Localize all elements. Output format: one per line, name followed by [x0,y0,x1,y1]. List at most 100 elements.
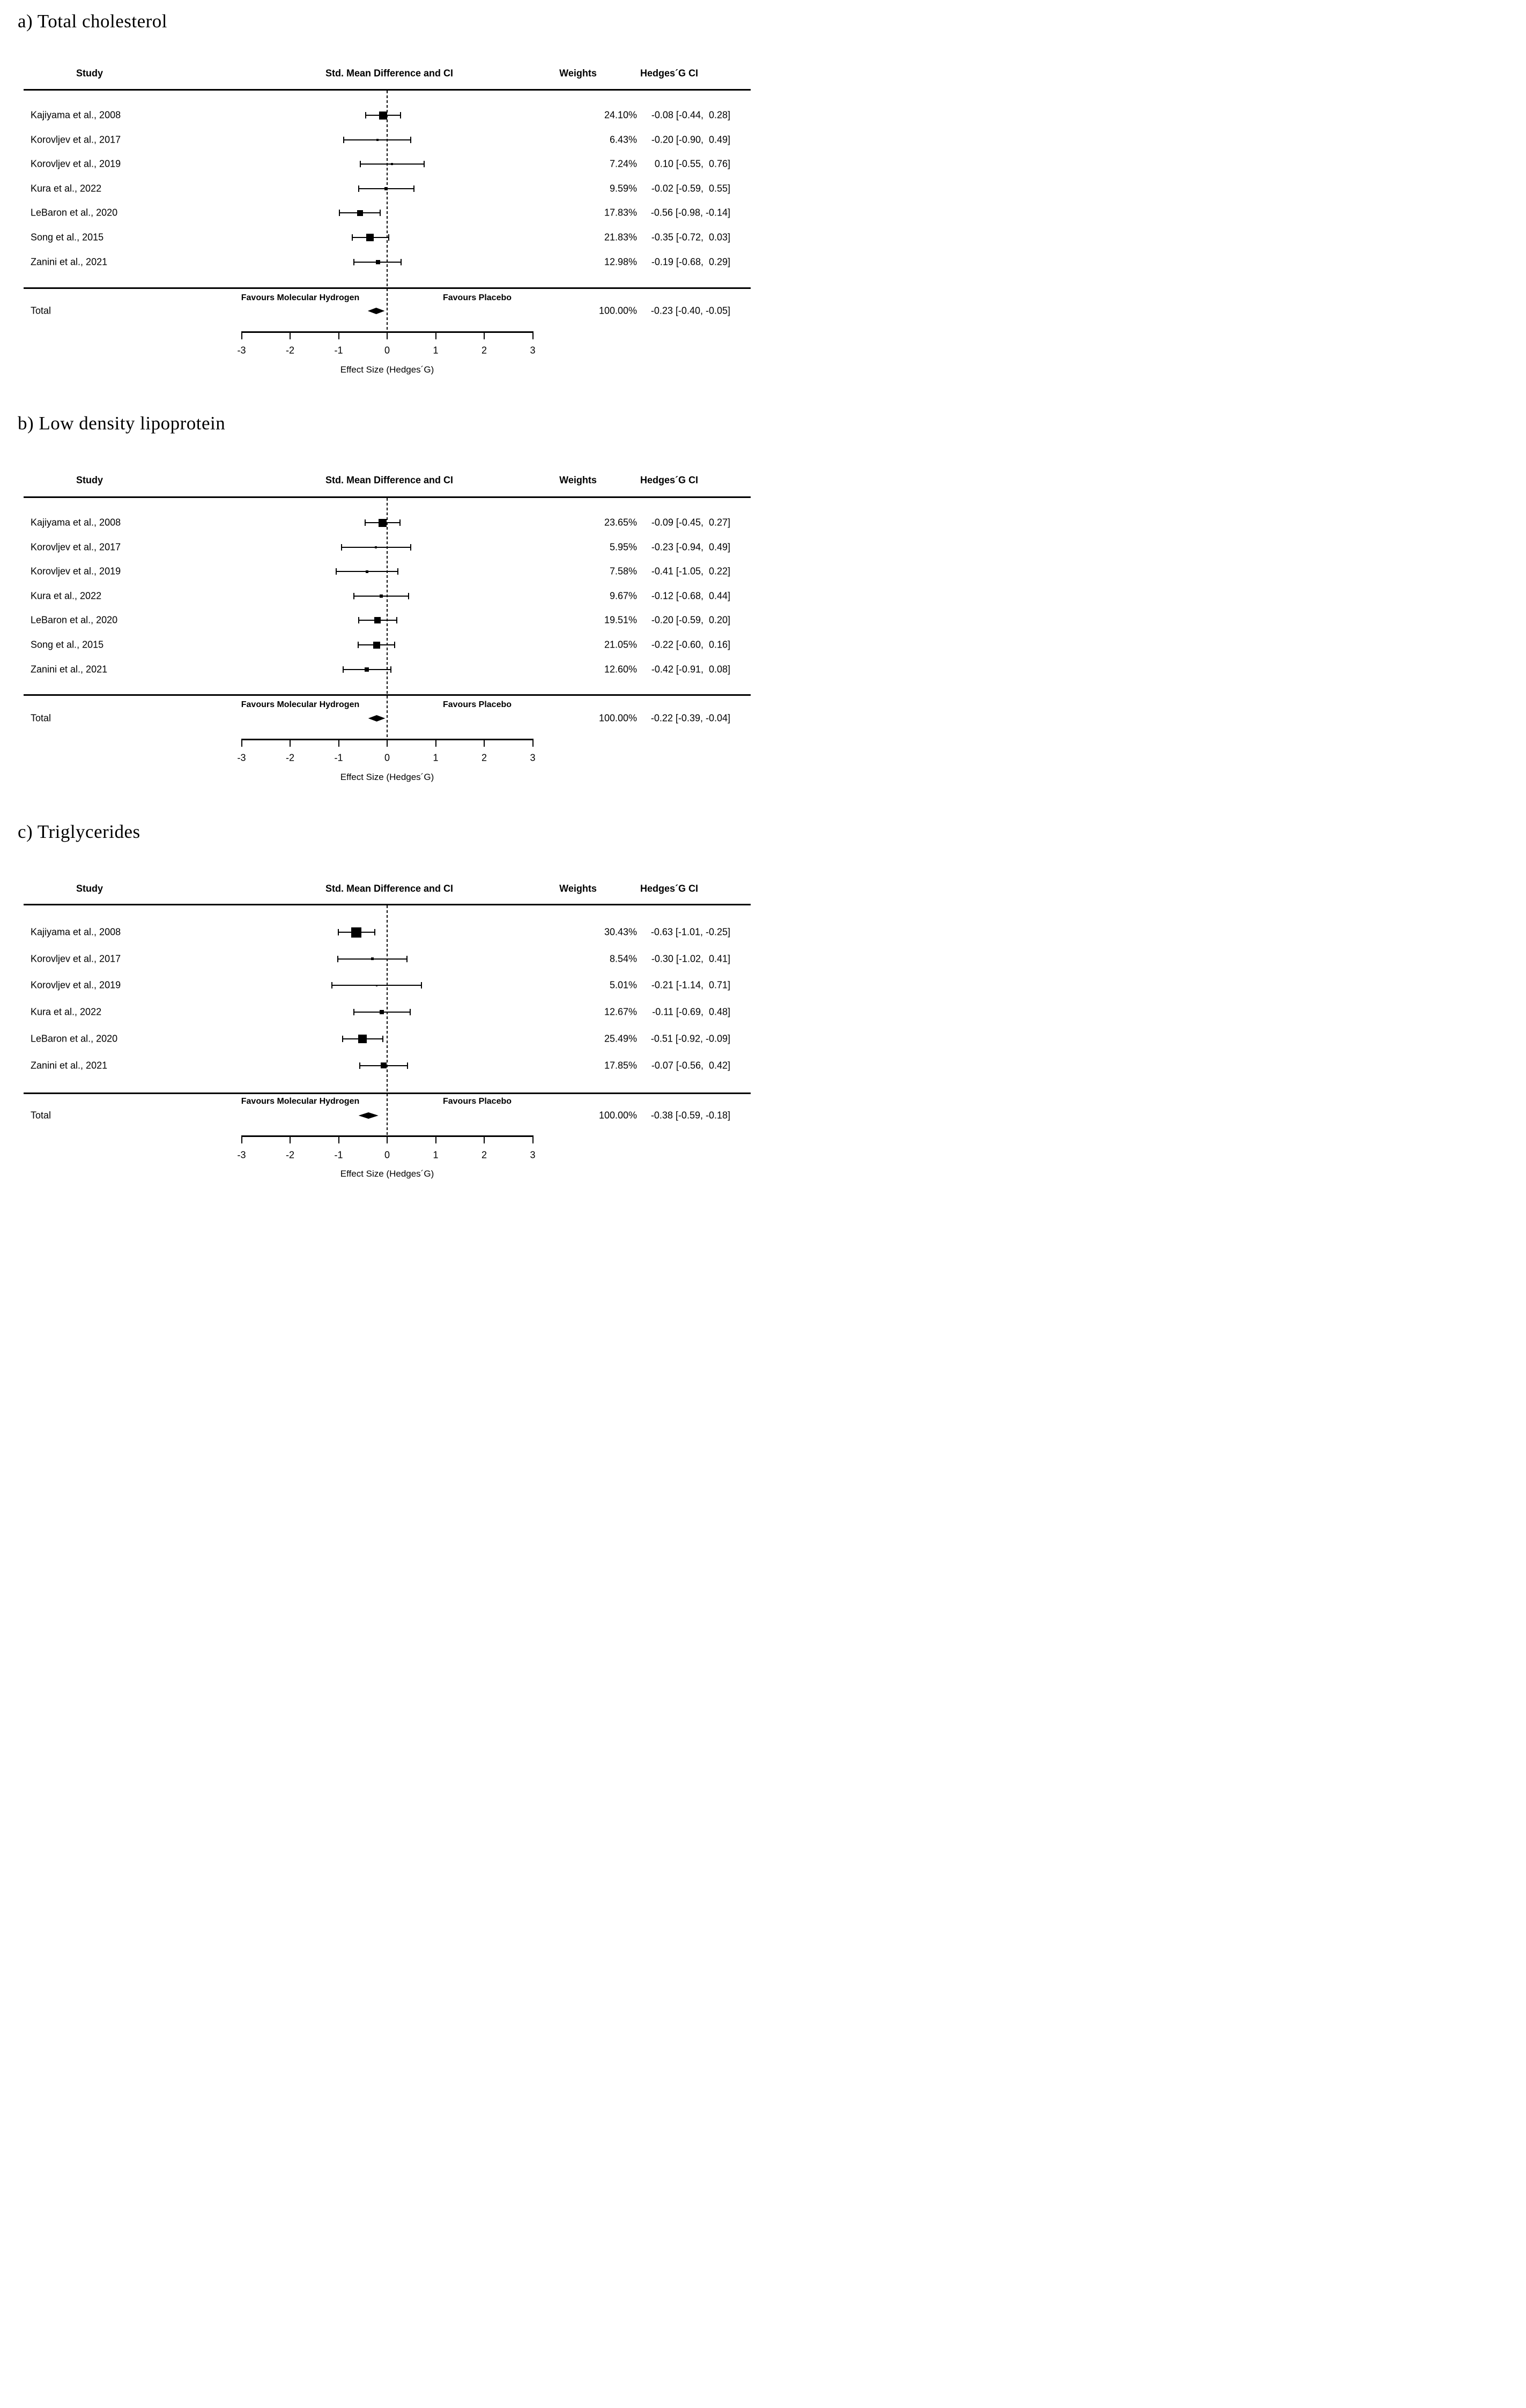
study-label: Kajiyama et al., 2008 [31,517,121,528]
column-header-study: Study [76,883,103,894]
weight-value: 7.58% [609,566,637,577]
column-header-weights: Weights [559,68,597,79]
axis-tick [484,331,485,339]
total-rule [24,1092,751,1094]
axis-tick [435,1135,436,1143]
column-header-weights: Weights [559,883,597,894]
effect-marker [384,187,388,190]
ci-cap-left [359,1062,361,1069]
column-header-weights: Weights [559,474,597,486]
ci-cap-left [360,161,361,168]
axis-tick [387,331,388,339]
ci-value: -0.20 [-0.59, 0.20] [651,614,730,626]
forest-plot-figure: a) Total cholesterol Study Std. Mean Diffe… [0,0,763,1204]
study-label: Song et al., 2015 [31,232,104,243]
ci-value: -0.08 [-0.44, 0.28] [651,109,730,121]
axis-tick-label: 0 [384,752,390,763]
favours-right-label: Favours Placebo [442,700,512,709]
axis-tick [338,331,339,339]
axis-tick-label: -2 [285,752,295,763]
ci-value: -0.11 [-0.69, 0.48] [652,1006,730,1017]
ci-cap-left [357,642,359,648]
ci-cap-left [337,929,339,935]
weight-value: 17.85% [604,1060,637,1071]
ci-value: -0.09 [-0.45, 0.27] [651,517,730,528]
study-label: Kura et al., 2022 [31,183,102,194]
ci-value: -0.22 [-0.60, 0.16] [651,639,730,650]
ci-cap-right [380,210,381,217]
total-weight: 100.00% [598,305,637,316]
axis-tick-label: 2 [481,752,487,763]
ci-cap-right [407,1062,408,1069]
ci-cap-right [421,982,423,989]
total-ci: -0.23 [-0.40, -0.05] [650,305,730,316]
study-label: LeBaron et al., 2020 [31,614,118,626]
study-label: Korovljev et al., 2019 [31,979,121,991]
axis-tick-label: 2 [481,345,487,356]
effect-marker [375,259,380,264]
column-header-hedges: Hedges´G CI [640,68,699,79]
study-label: Kajiyama et al., 2008 [31,926,121,938]
axis-tick-label: 1 [433,345,439,356]
ci-value: -0.21 [-1.14, 0.71] [651,979,730,991]
axis-tick-label: -1 [334,345,343,356]
axis-tick [290,739,291,747]
column-header-hedges: Hedges´G CI [640,474,699,486]
ci-value: -0.56 [-0.98, -0.14] [650,207,730,218]
axis-tick-label: 1 [433,752,439,763]
ci-cap-left [342,1035,343,1042]
study-label: Korovljev et al., 2017 [31,953,121,964]
favours-right-label: Favours Placebo [442,1097,512,1106]
study-label: Kajiyama et al., 2008 [31,109,121,121]
weight-value: 24.10% [604,109,637,121]
weight-value: 12.67% [604,1006,637,1017]
ci-cap-right [408,592,409,599]
axis-tick [241,1135,242,1143]
ci-value: -0.12 [-0.68, 0.44] [651,590,730,601]
study-label: Zanini et al., 2021 [31,256,108,267]
ci-cap-left [335,568,337,575]
column-header-study: Study [76,68,103,79]
weight-value: 9.67% [609,590,637,601]
study-label: Kura et al., 2022 [31,590,102,601]
ci-value: -0.23 [-0.94, 0.49] [651,541,730,553]
ci-cap-right [400,112,402,118]
weight-value: 30.43% [604,926,637,938]
axis-tick [387,739,388,747]
weight-value: 7.24% [609,158,637,169]
weight-value: 17.83% [604,207,637,218]
axis-tick [532,331,534,339]
ci-value: -0.63 [-1.01, -0.25] [650,926,730,938]
axis-tick-label: -1 [334,1149,343,1161]
ci-cap-right [401,258,402,265]
ci-value: -0.41 [-1.05, 0.22] [651,566,730,577]
ci-cap-right [410,544,412,551]
weight-value: 21.83% [604,232,637,243]
axis-tick-label: 0 [384,1149,390,1161]
ci-cap-left [353,592,355,599]
total-weight: 100.00% [598,712,637,724]
effect-marker [373,641,380,649]
study-label: LeBaron et al., 2020 [31,207,118,218]
favours-right-label: Favours Placebo [442,293,512,302]
weight-value: 25.49% [604,1033,637,1044]
ci-cap-left [342,666,344,673]
ci-cap-right [396,617,398,624]
column-header-smd: Std. Mean Difference and CI [325,68,454,79]
effect-marker [371,957,374,961]
effect-marker [380,594,383,598]
study-label: LeBaron et al., 2020 [31,1033,118,1044]
ci-cap-left [358,617,359,624]
study-label: Korovljev et al., 2017 [31,541,121,553]
ci-cap-right [388,234,389,241]
axis-label: Effect Size (Hedges´G) [340,1169,434,1179]
column-header-smd: Std. Mean Difference and CI [325,883,454,894]
pooled-diamond [368,715,386,722]
weight-value: 8.54% [609,953,637,964]
total-label: Total [31,1110,51,1121]
panel-title: a) Total cholesterol [18,11,168,32]
axis-tick [484,739,485,747]
ci-cap-right [390,666,392,673]
axis-tick [532,739,534,747]
study-label: Kura et al., 2022 [31,1006,102,1017]
